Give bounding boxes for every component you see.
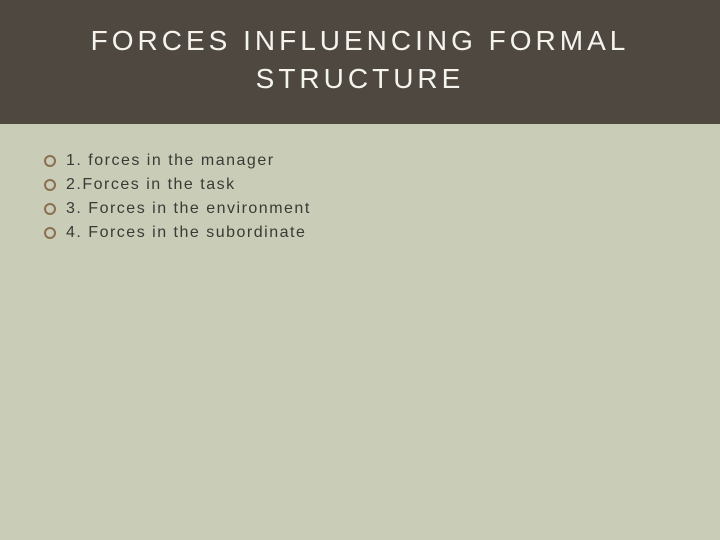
list-item: 2.Forces in the task: [44, 176, 676, 194]
bullet-icon: [44, 179, 56, 191]
title-line-1: FORCES INFLUENCING FORMAL: [91, 25, 630, 56]
list-item: 1. forces in the manager: [44, 152, 676, 170]
list-item: 3. Forces in the environment: [44, 200, 676, 218]
list-item: 4. Forces in the subordinate: [44, 224, 676, 242]
bullet-icon: [44, 155, 56, 167]
slide-content: 1. forces in the manager 2.Forces in the…: [0, 124, 720, 276]
title-line-2: STRUCTURE: [256, 63, 465, 94]
bullet-icon: [44, 203, 56, 215]
item-text: 4. Forces in the subordinate: [66, 224, 306, 242]
item-text: 1. forces in the manager: [66, 152, 275, 170]
item-text: 3. Forces in the environment: [66, 200, 311, 218]
bullet-icon: [44, 227, 56, 239]
slide-title: FORCES INFLUENCING FORMAL STRUCTURE: [30, 22, 690, 98]
item-text: 2.Forces in the task: [66, 176, 236, 194]
slide-header: FORCES INFLUENCING FORMAL STRUCTURE: [0, 0, 720, 124]
